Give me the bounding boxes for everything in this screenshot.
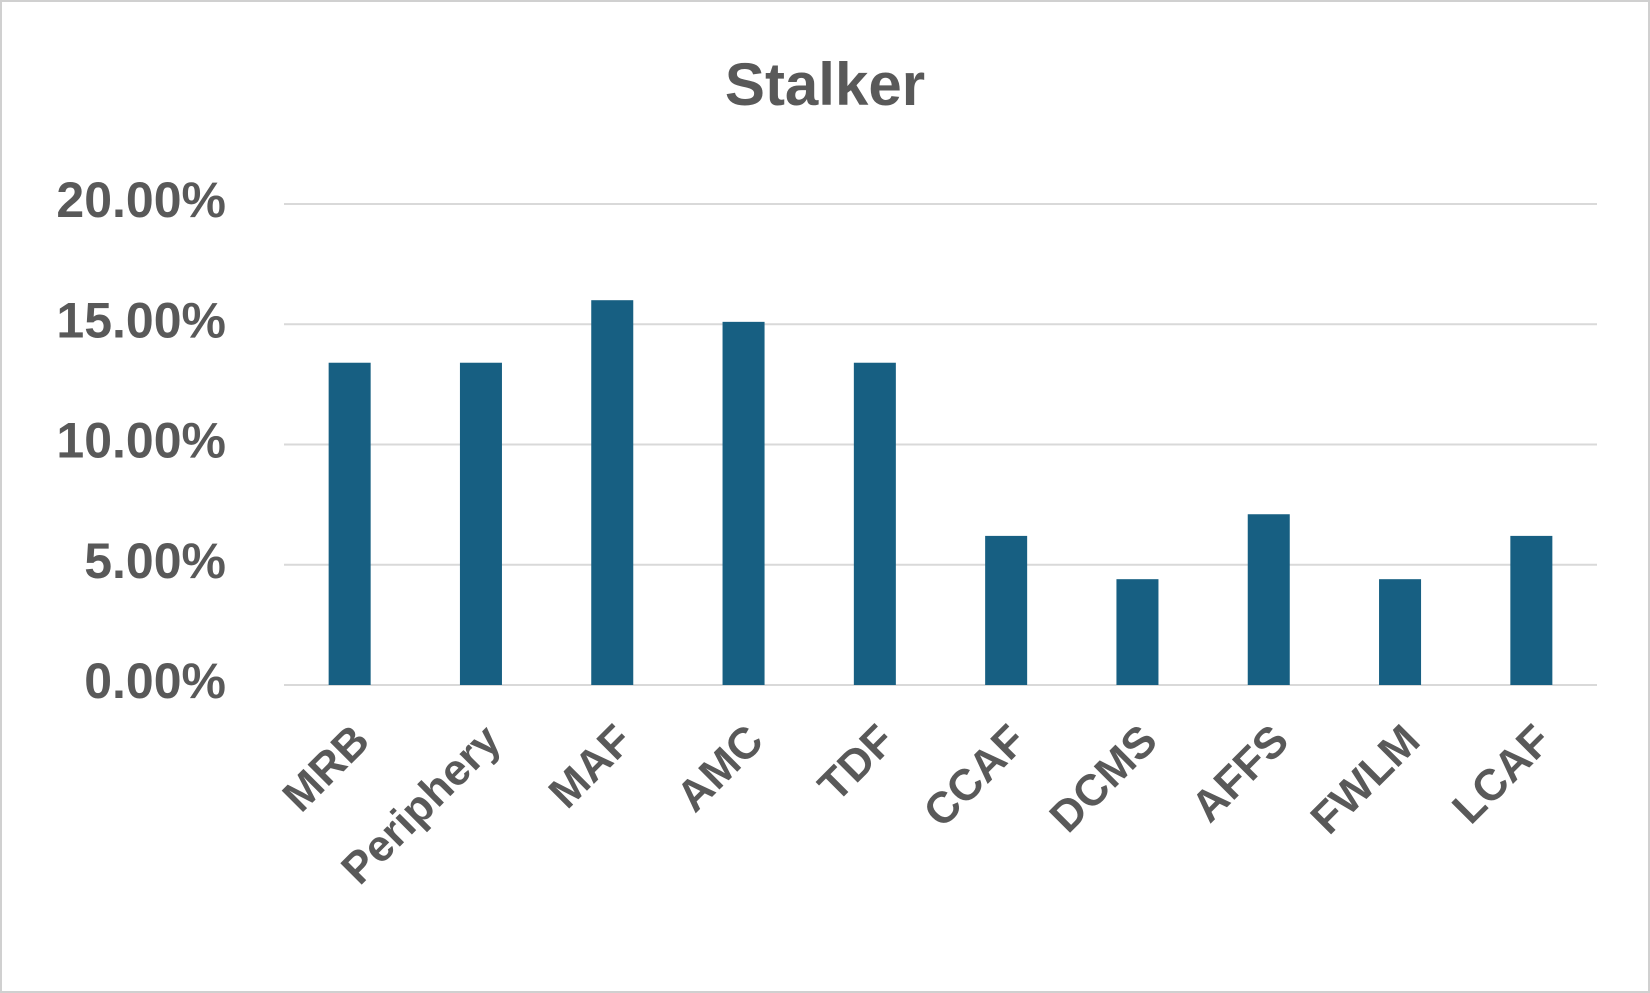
y-tick-label: 20.00% [56,172,226,228]
y-tick-label: 10.00% [56,413,226,469]
bar [722,321,765,685]
bar [853,362,896,685]
bar [1379,579,1422,685]
y-tick-label: 0.00% [84,653,226,709]
bar [985,535,1028,685]
bar [328,362,371,685]
bar [1247,514,1290,685]
bar [591,300,634,685]
y-tick-label: 15.00% [56,292,226,348]
chart-title: Stalker [725,51,925,118]
bar [1510,535,1553,685]
bar [1116,579,1159,685]
y-tick-label: 5.00% [84,533,226,589]
bar [459,362,502,685]
